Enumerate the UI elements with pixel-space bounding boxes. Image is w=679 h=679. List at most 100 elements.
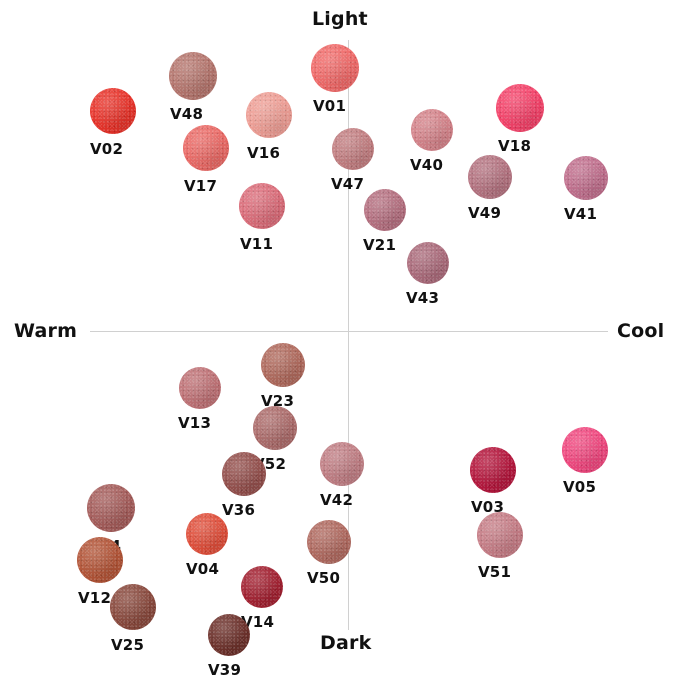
shade-swatch-v17[interactable]: [183, 125, 229, 171]
shade-swatch-v40[interactable]: [411, 109, 453, 151]
swatch-sheen: [186, 513, 228, 555]
shade-swatch-v39[interactable]: [208, 614, 250, 656]
swatch-sheen: [179, 367, 221, 409]
swatch-sheen: [307, 520, 351, 564]
shade-swatch-v24[interactable]: [87, 484, 135, 532]
shade-swatch-v16[interactable]: [246, 92, 292, 138]
swatch-sheen: [261, 343, 305, 387]
swatch-texture: [239, 183, 285, 229]
swatch-texture: [407, 242, 449, 284]
shade-swatch-v02[interactable]: [90, 88, 136, 134]
swatch-sheen: [239, 183, 285, 229]
swatch-texture: [241, 566, 283, 608]
shade-label-v17: V17: [184, 177, 218, 195]
swatch-sheen: [87, 484, 135, 532]
swatch-texture: [169, 52, 217, 100]
horizontal-axis-line: [90, 331, 608, 332]
swatch-sheen: [562, 427, 608, 473]
shade-swatch-v04[interactable]: [186, 513, 228, 555]
swatch-sheen: [407, 242, 449, 284]
swatch-texture: [87, 484, 135, 532]
swatch-sheen: [470, 447, 516, 493]
swatch-texture: [470, 447, 516, 493]
axis-label-warm: Warm: [14, 320, 78, 342]
axis-label-light: Light: [312, 8, 368, 30]
swatch-sheen: [320, 442, 364, 486]
shade-swatch-v42[interactable]: [320, 442, 364, 486]
swatch-texture: [307, 520, 351, 564]
swatch-texture: [90, 88, 136, 134]
axis-label-cool: Cool: [617, 320, 665, 342]
shade-swatch-v05[interactable]: [562, 427, 608, 473]
swatch-sheen: [169, 52, 217, 100]
swatch-sheen: [110, 584, 156, 630]
shade-label-v23: V23: [261, 392, 295, 410]
swatch-texture: [496, 84, 544, 132]
shade-label-v36: V36: [222, 501, 256, 519]
shade-swatch-v13[interactable]: [179, 367, 221, 409]
shade-swatch-v03[interactable]: [470, 447, 516, 493]
swatch-sheen: [183, 125, 229, 171]
shade-label-v01: V01: [313, 97, 347, 115]
swatch-texture: [183, 125, 229, 171]
swatch-sheen: [246, 92, 292, 138]
shade-label-v50: V50: [307, 569, 341, 587]
shade-label-v51: V51: [478, 563, 512, 581]
shade-swatch-v11[interactable]: [239, 183, 285, 229]
shade-swatch-v50[interactable]: [307, 520, 351, 564]
swatch-sheen: [222, 452, 266, 496]
shade-label-v49: V49: [468, 204, 502, 222]
shade-swatch-v36[interactable]: [222, 452, 266, 496]
swatch-sheen: [332, 128, 374, 170]
shade-label-v48: V48: [170, 105, 204, 123]
swatch-texture: [253, 406, 297, 450]
swatch-sheen: [477, 512, 523, 558]
swatch-texture: [477, 512, 523, 558]
swatch-texture: [208, 614, 250, 656]
shade-swatch-v01[interactable]: [311, 44, 359, 92]
shade-label-v05: V05: [563, 478, 597, 496]
swatch-sheen: [241, 566, 283, 608]
shade-swatch-v51[interactable]: [477, 512, 523, 558]
swatch-sheen: [77, 537, 123, 583]
swatch-sheen: [564, 156, 608, 200]
swatch-sheen: [411, 109, 453, 151]
swatch-texture: [77, 537, 123, 583]
shade-swatch-v14[interactable]: [241, 566, 283, 608]
shade-label-v47: V47: [331, 175, 365, 193]
shade-swatch-v18[interactable]: [496, 84, 544, 132]
shade-swatch-v21[interactable]: [364, 189, 406, 231]
shade-swatch-v12[interactable]: [77, 537, 123, 583]
shade-swatch-v23[interactable]: [261, 343, 305, 387]
swatch-texture: [332, 128, 374, 170]
swatch-sheen: [364, 189, 406, 231]
shade-swatch-v41[interactable]: [564, 156, 608, 200]
swatch-sheen: [90, 88, 136, 134]
shade-label-v25: V25: [111, 636, 145, 654]
swatch-texture: [179, 367, 221, 409]
shade-label-v40: V40: [410, 156, 444, 174]
shade-label-v02: V02: [90, 140, 124, 158]
shade-label-v42: V42: [320, 491, 354, 509]
shade-swatch-v49[interactable]: [468, 155, 512, 199]
shade-label-v11: V11: [240, 235, 274, 253]
swatch-texture: [320, 442, 364, 486]
swatch-texture: [110, 584, 156, 630]
shade-swatch-v47[interactable]: [332, 128, 374, 170]
shade-swatch-v43[interactable]: [407, 242, 449, 284]
shade-label-v13: V13: [178, 414, 212, 432]
shade-label-v41: V41: [564, 205, 598, 223]
swatch-texture: [468, 155, 512, 199]
swatch-sheen: [208, 614, 250, 656]
shade-swatch-v52[interactable]: [253, 406, 297, 450]
axis-label-dark: Dark: [320, 632, 372, 654]
shade-swatch-v25[interactable]: [110, 584, 156, 630]
swatch-texture: [222, 452, 266, 496]
swatch-texture: [246, 92, 292, 138]
shade-label-v43: V43: [406, 289, 440, 307]
shade-label-v21: V21: [363, 236, 397, 254]
shade-label-v04: V04: [186, 560, 220, 578]
swatch-sheen: [253, 406, 297, 450]
shade-swatch-v48[interactable]: [169, 52, 217, 100]
shade-label-v18: V18: [498, 137, 532, 155]
